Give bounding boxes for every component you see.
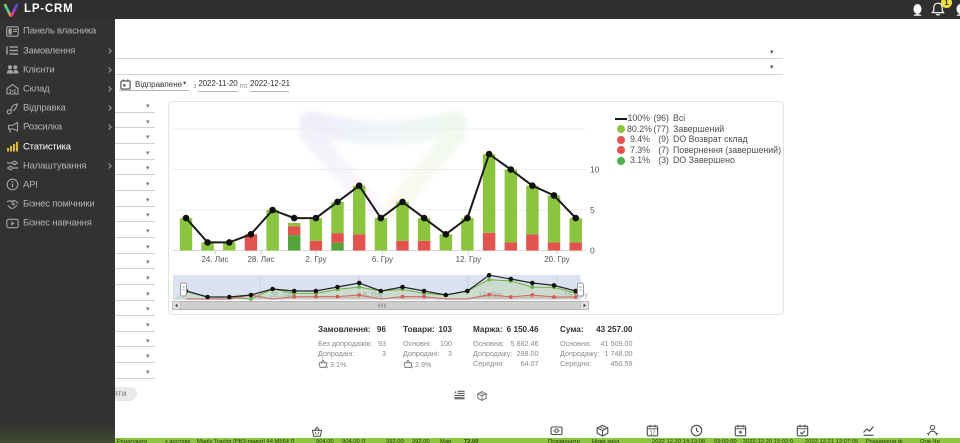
svg-text:6. Гру: 6. Гру xyxy=(363,290,383,299)
svg-text:x: x xyxy=(326,364,328,368)
svg-text:x: x xyxy=(411,364,413,368)
svg-text:24. Лис: 24. Лис xyxy=(201,255,228,264)
svg-text:5: 5 xyxy=(590,205,595,215)
svg-text:0: 0 xyxy=(590,246,595,256)
svg-text:20. Гру: 20. Гру xyxy=(544,255,570,264)
svg-text:12. Гру: 12. Гру xyxy=(456,255,482,264)
svg-text:6. Гру: 6. Гру xyxy=(372,255,393,264)
svg-text:28. Лис: 28. Лис xyxy=(247,255,274,264)
svg-text:10: 10 xyxy=(590,165,600,175)
svg-text:17: 17 xyxy=(650,430,656,436)
svg-text:28. Лис: 28. Лис xyxy=(270,290,296,299)
svg-text:2. Гру: 2. Гру xyxy=(305,255,326,264)
